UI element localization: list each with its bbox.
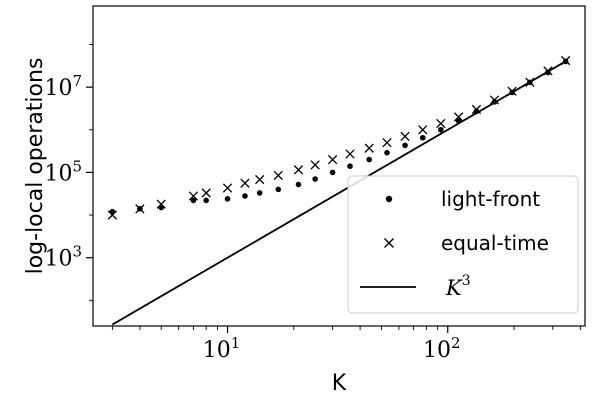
point-equal-time: [345, 149, 355, 159]
legend-label-light-front: light-front: [441, 187, 540, 211]
point-equal-time: [310, 160, 320, 170]
point-light-front: [366, 156, 373, 163]
legend-label-k3: K3: [445, 273, 471, 300]
point-equal-time: [382, 137, 392, 148]
point-light-front: [242, 193, 248, 199]
y-tick-label: 107: [44, 72, 82, 101]
y-tick-label: 105: [44, 157, 82, 186]
x-tick-label: 101: [203, 334, 241, 363]
y-axis-label: log-local operations: [23, 58, 48, 275]
point-light-front: [190, 197, 197, 204]
point-light-front: [224, 196, 231, 202]
legend-marker-light-front: [385, 195, 393, 203]
point-light-front: [384, 149, 390, 156]
x-tick-label: 102: [423, 334, 461, 363]
point-equal-time: [364, 143, 374, 153]
y-tick-label: 103: [44, 243, 82, 272]
point-equal-time: [453, 112, 464, 122]
point-light-front: [275, 186, 282, 193]
point-light-front: [203, 197, 209, 204]
plot-area-frame: [92, 5, 586, 327]
point-equal-time: [240, 178, 250, 188]
point-equal-time: [255, 174, 265, 185]
point-equal-time: [293, 165, 304, 175]
series-line-k3: [111, 60, 567, 326]
legend-marker-equal-time: [384, 238, 394, 248]
point-light-front: [295, 181, 302, 188]
point-light-front: [419, 134, 426, 141]
legend-label-equal-time: equal-time: [441, 231, 549, 255]
point-equal-time: [107, 210, 118, 220]
legend: light-front equal-time K3: [347, 175, 579, 314]
point-light-front: [329, 169, 336, 176]
point-equal-time: [418, 125, 428, 135]
point-light-front: [402, 142, 408, 149]
point-light-front: [312, 176, 318, 182]
plot-marks: [107, 55, 571, 326]
point-light-front: [347, 163, 353, 169]
point-equal-time: [222, 183, 233, 193]
point-light-front: [256, 190, 263, 196]
x-axis-label: K: [332, 371, 347, 396]
point-light-front: [438, 126, 444, 133]
point-equal-time: [156, 199, 166, 209]
point-equal-time: [135, 204, 145, 214]
axis-ticks: 101 102 103 105 107: [44, 44, 581, 363]
point-equal-time: [489, 95, 500, 105]
point-equal-time: [188, 191, 199, 201]
point-equal-time: [327, 154, 338, 165]
point-equal-time: [201, 188, 211, 198]
point-equal-time: [273, 170, 283, 181]
point-equal-time: [436, 118, 446, 129]
point-equal-time: [400, 131, 410, 142]
legend-box: [347, 175, 579, 314]
